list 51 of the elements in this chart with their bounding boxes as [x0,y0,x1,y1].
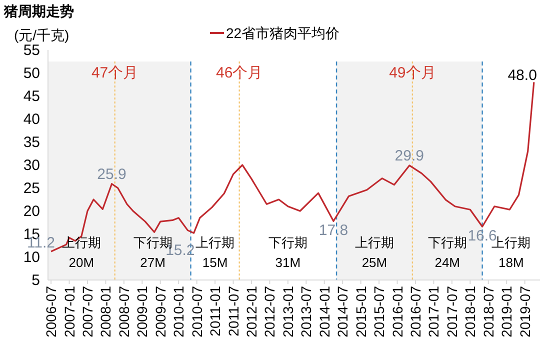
x-tick-label: 2016-01 [389,286,406,338]
x-tick-label: 2015-01 [352,286,369,338]
x-tick-label: 2009-01 [134,286,150,338]
x-tick-label: 2008-01 [98,286,114,338]
data-label: 25.9 [97,166,126,183]
annotation: 下行期 31M [268,234,308,270]
x-tick-label: 2017-07 [444,286,460,338]
x-tick-label: 2012-01 [243,286,260,338]
x-tick-label: 2006-07 [43,286,60,338]
y-tick-label: 30 [23,157,40,174]
y-tick-label: 10 [23,249,40,266]
x-tick-label: 2018-01 [462,286,478,338]
x-tick-label: 2019-07 [516,286,533,338]
x-tick-label: 2014-01 [316,286,332,338]
ref-line-label: 46个月 [216,64,263,82]
x-tick-label: 2016-07 [407,286,424,338]
x-tick-label: 2017-01 [426,286,442,338]
x-tick-label: 2009-07 [152,286,168,338]
x-tick-label: 2014-07 [334,286,351,338]
x-tick-label: 2007-07 [79,286,96,338]
x-tick-label: 2011-01 [207,286,224,336]
y-tick-label: 20 [23,203,40,220]
y-tick-label: 55 [23,42,40,59]
x-tick-label: 2018-07 [480,286,496,338]
annotation: 下行期 24M [428,234,467,270]
x-tick-label: 2013-07 [298,286,314,338]
x-tick-label: 2012-07 [262,286,278,338]
legend-label: 22省市猪肉平均价 [226,25,340,41]
x-tick-label: 2008-07 [116,286,132,338]
x-tick-label: 2013-01 [280,286,296,338]
data-label: 48.0 [508,67,537,84]
y-tick-label: 45 [23,88,40,105]
x-tick-label: 2015-07 [371,286,388,338]
chart-title: 猪周期走势 [3,3,74,19]
y-axis-title: (元/千克) [14,27,70,43]
data-label: 17.8 [318,222,348,240]
ref-line-label: 47个月 [91,64,138,82]
y-tick-label: 5 [32,272,40,289]
x-tick-label: 2007-01 [61,286,78,338]
x-tick-label: 2011-07 [225,286,242,336]
ref-line-label: 49个月 [389,64,436,82]
x-tick-label: 2019-01 [498,286,515,338]
annotation: 上行期 25M [354,234,394,270]
x-tick-label: 2010-07 [188,286,205,338]
y-tick-label: 50 [23,65,40,82]
y-tick-label: 35 [23,134,40,151]
y-tick-label: 25 [23,180,40,197]
annotation: 上行期 15M [196,234,235,270]
x-tick-label: 2010-01 [170,286,187,338]
data-label: 29.9 [394,147,424,164]
y-tick-label: 40 [23,111,40,128]
